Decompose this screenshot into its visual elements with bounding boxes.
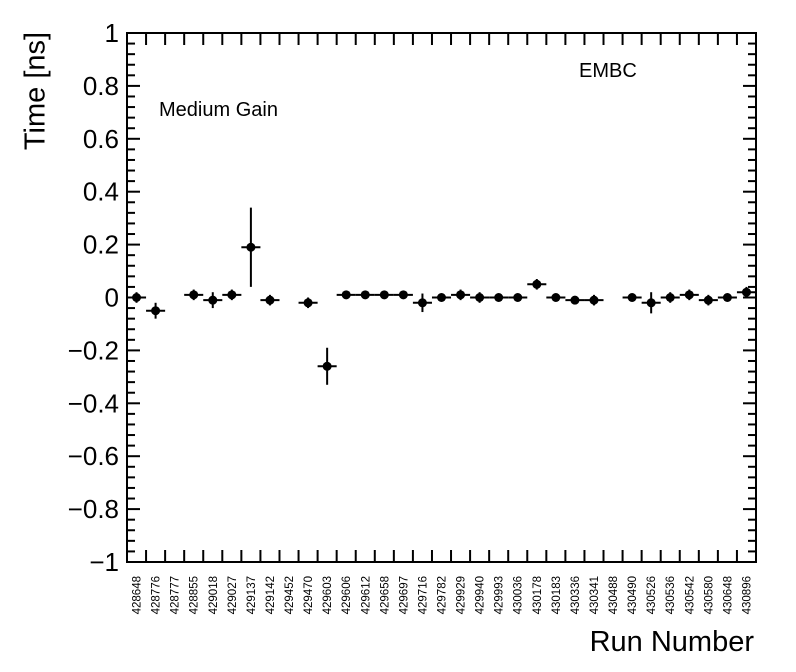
- x-tick-label: 428776: [151, 576, 163, 614]
- data-point: [456, 290, 466, 300]
- data-point: [703, 295, 713, 305]
- x-tick-label: 429603: [322, 576, 334, 614]
- x-tick-label: 428777: [170, 576, 182, 614]
- x-tick-label: 428648: [132, 576, 144, 614]
- y-tick-label: −0.4: [68, 388, 119, 418]
- data-point: [379, 290, 389, 300]
- data-point: [475, 293, 485, 302]
- x-tick-label: 430183: [551, 576, 563, 614]
- x-tick-label: 429137: [246, 576, 258, 614]
- data-point: [646, 298, 656, 308]
- x-tick-label: 429027: [227, 576, 239, 614]
- x-tick-label: 429782: [437, 576, 449, 614]
- data-point: [494, 293, 504, 302]
- data-point: [417, 298, 427, 308]
- y-tick-label: 0.6: [83, 124, 119, 154]
- data-point: [227, 290, 237, 300]
- data-point: [341, 290, 351, 300]
- x-tick-label: 429142: [265, 576, 277, 614]
- x-tick-label: 430896: [742, 576, 754, 614]
- x-tick-label: 429606: [341, 576, 353, 614]
- data-point: [627, 293, 637, 302]
- x-tick-label: 430648: [722, 576, 734, 614]
- data-point: [360, 290, 370, 300]
- x-tick-label: 430536: [665, 576, 677, 614]
- data-point: [322, 361, 332, 371]
- y-tick-label: 0.8: [83, 71, 119, 101]
- x-tick-label: 430580: [703, 576, 715, 614]
- data-point: [208, 295, 218, 305]
- x-tick-label: 429612: [360, 576, 372, 614]
- data-point: [684, 290, 694, 300]
- x-axis-title: Run Number: [589, 626, 754, 658]
- data-point: [589, 295, 599, 305]
- data-point: [513, 293, 523, 302]
- x-tick-label: 429658: [379, 576, 391, 614]
- x-tick-label: 429716: [417, 576, 429, 614]
- y-tick-label: 0.2: [83, 230, 119, 260]
- x-tick-label: 430526: [646, 576, 658, 614]
- x-tick-label: 428855: [189, 576, 201, 614]
- y-axis-title: Time [ns]: [19, 31, 52, 151]
- data-point: [570, 295, 580, 305]
- data-point: [551, 293, 561, 302]
- y-tick-label: −0.6: [68, 441, 119, 471]
- x-tick-label: 430336: [570, 576, 582, 614]
- data-point: [303, 298, 313, 308]
- y-tick-label: −0.8: [68, 494, 119, 524]
- y-tick-label: −0.2: [68, 335, 119, 365]
- data-point: [265, 295, 275, 305]
- y-tick-label: −1: [89, 547, 119, 577]
- gain-annotation: Medium Gain: [159, 99, 278, 121]
- detector-annotation: EMBC: [579, 60, 637, 82]
- y-tick-label: 0: [105, 283, 119, 313]
- data-point: [741, 287, 751, 297]
- x-tick-label: 429470: [303, 576, 315, 614]
- y-tick-label: 0.4: [83, 177, 119, 207]
- x-tick-label: 429929: [456, 576, 468, 614]
- x-tick-label: 430490: [627, 576, 639, 614]
- x-tick-label: 429993: [494, 576, 506, 614]
- x-tick-label: 430488: [608, 576, 620, 614]
- x-tick-label: 429940: [475, 576, 487, 614]
- data-point: [722, 293, 732, 302]
- x-tick-label: 430542: [684, 576, 696, 614]
- x-tick-label: 430036: [513, 576, 525, 614]
- data-point: [398, 290, 408, 300]
- data-point: [532, 279, 542, 289]
- y-tick-label: 1: [105, 18, 119, 48]
- data-point: [151, 306, 161, 316]
- data-point: [437, 293, 446, 302]
- x-tick-label: 429018: [208, 576, 220, 614]
- x-tick-label: 430178: [532, 576, 544, 614]
- data-point: [246, 242, 256, 252]
- x-tick-label: 429697: [398, 576, 410, 614]
- x-tick-label: 430341: [589, 576, 601, 614]
- data-point: [132, 293, 142, 302]
- x-tick-label: 429452: [284, 576, 296, 614]
- data-point: [665, 293, 675, 302]
- data-point: [189, 290, 199, 300]
